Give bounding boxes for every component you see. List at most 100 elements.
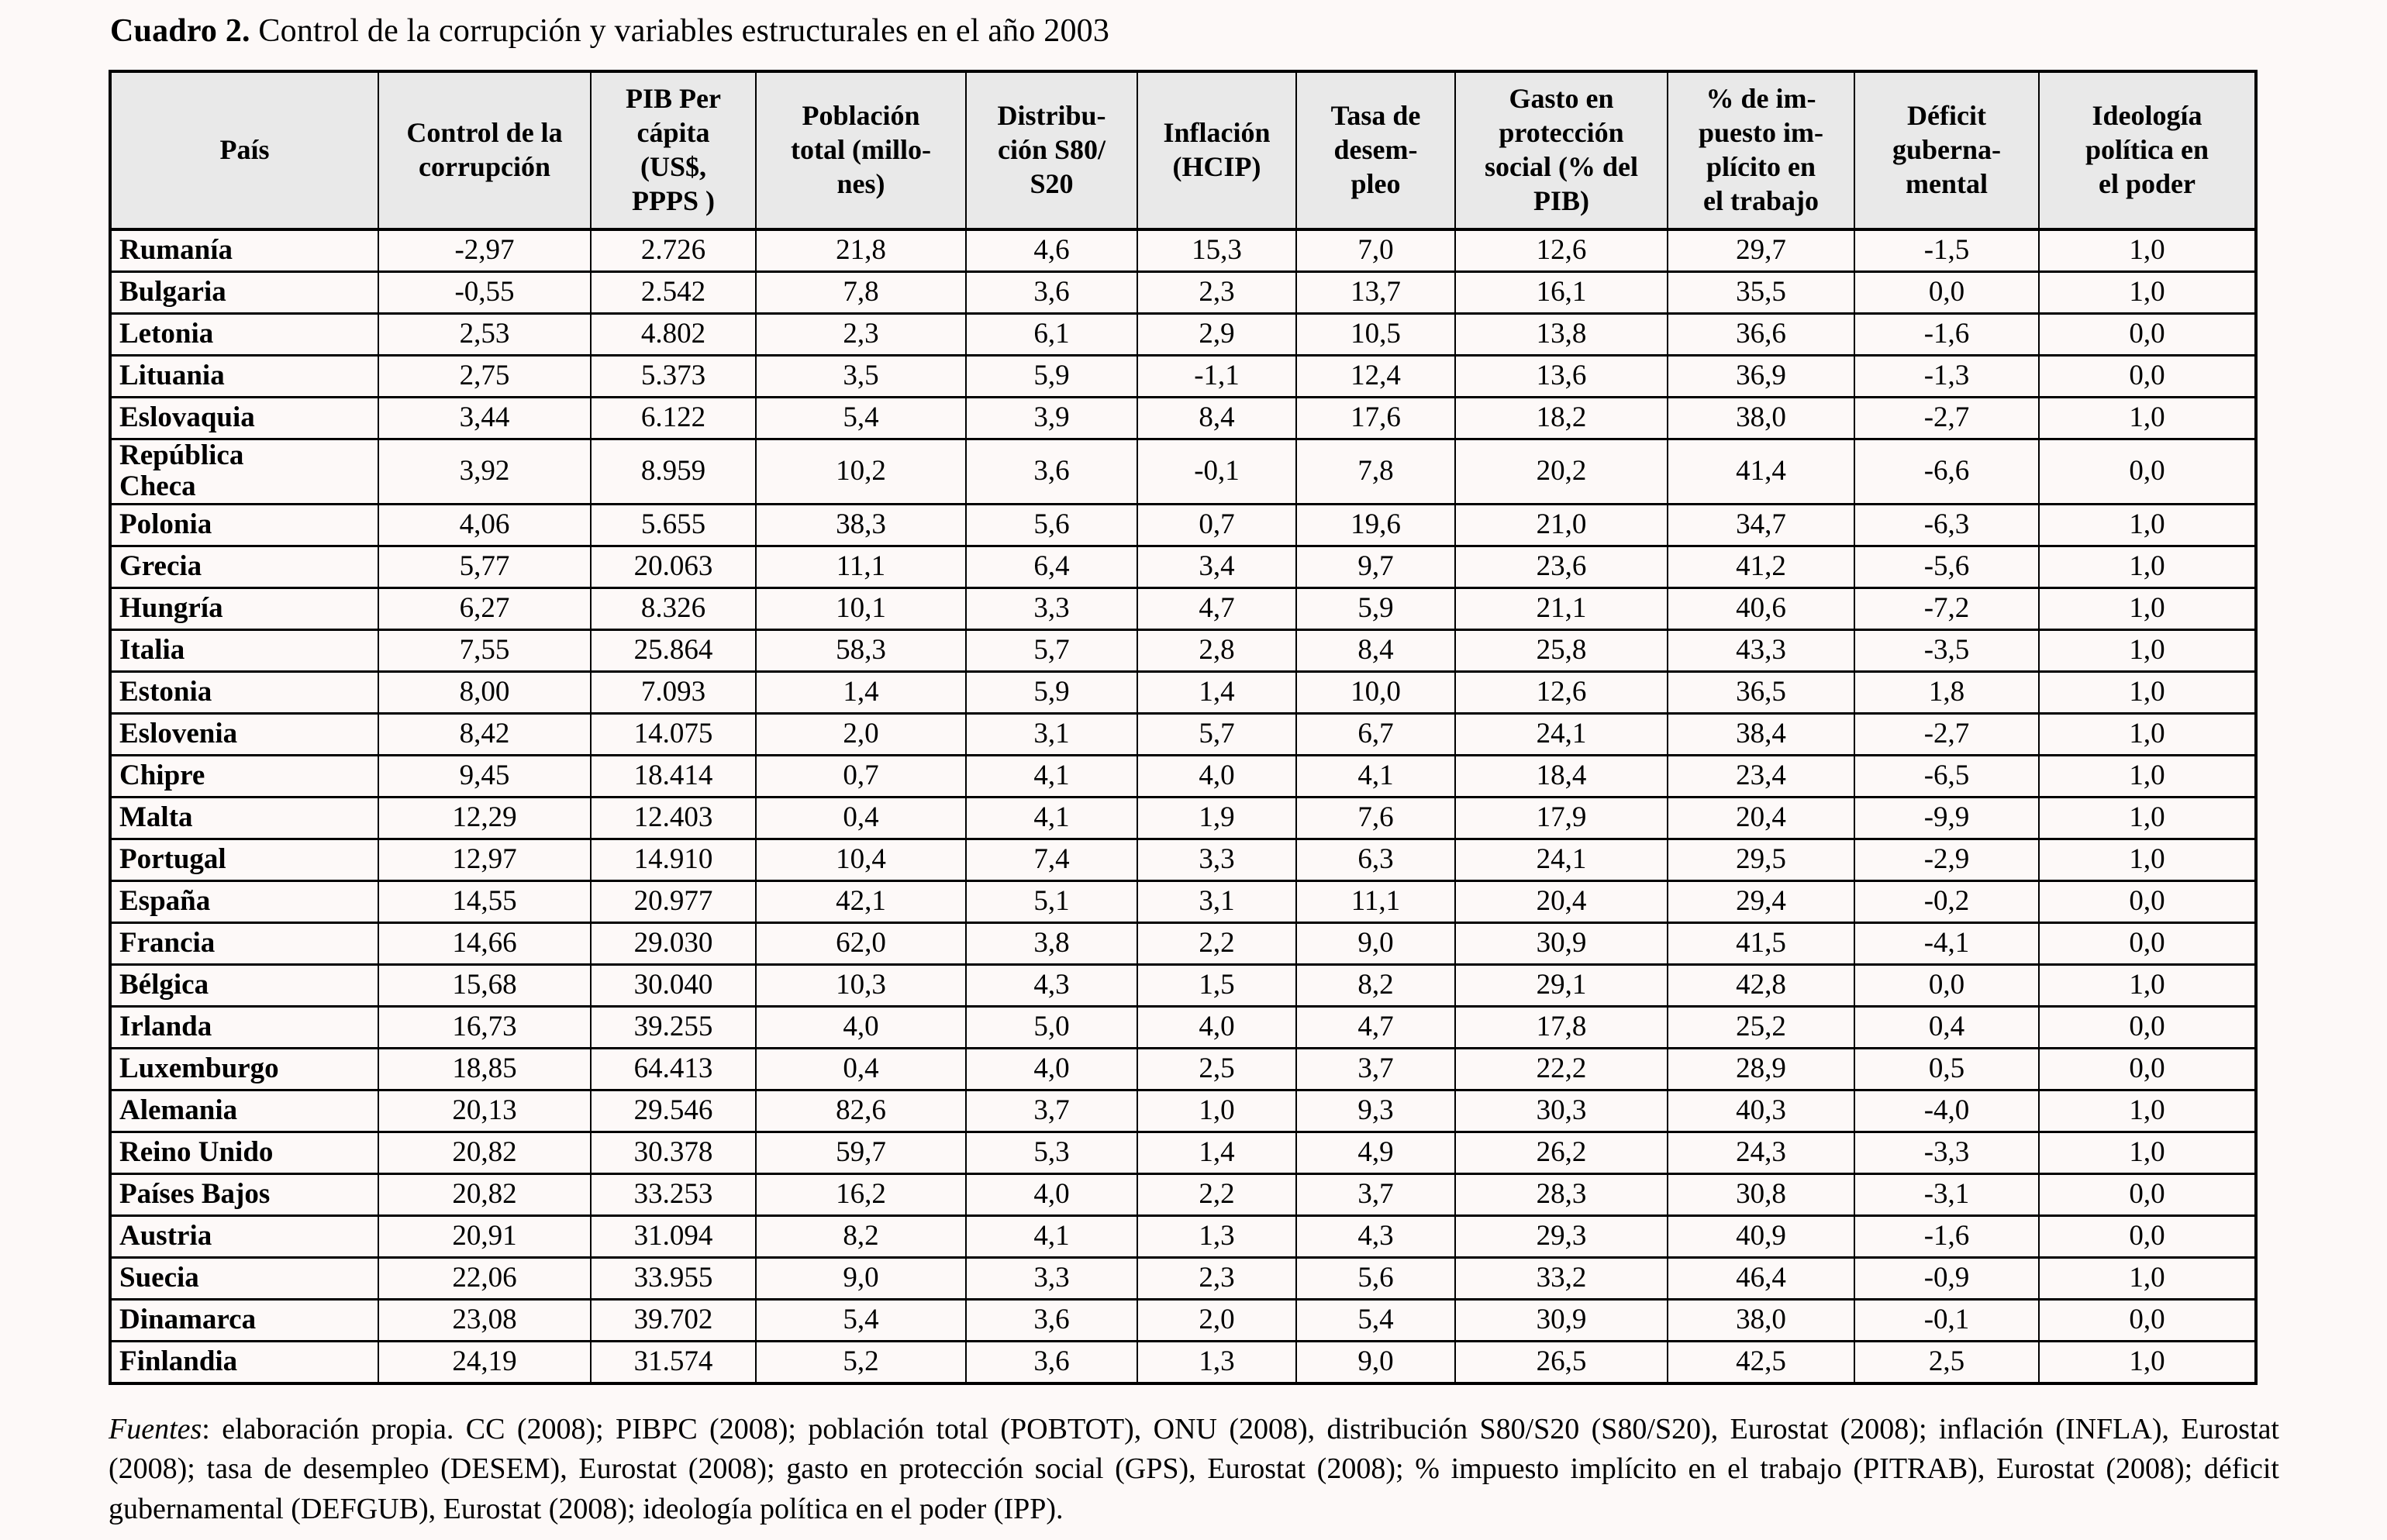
value-cell: 1,0 xyxy=(2038,712,2257,756)
country-cell: Luxemburgo xyxy=(109,1047,379,1091)
value-cell: 2.542 xyxy=(590,270,757,315)
table-row: España 14,55 20.977 42,1 5,1 3,1 11,1 20,4 29,4-… xyxy=(109,880,2257,924)
country-cell: Austria xyxy=(109,1214,379,1259)
value-cell: 4,1 xyxy=(965,754,1138,798)
value-cell: 31.574 xyxy=(590,1340,757,1385)
value-cell: 39.255 xyxy=(590,1005,757,1049)
value-cell: 30.040 xyxy=(590,963,757,1008)
table-row: Dinamarca 23,08 39.702 5,4 3,6 2,0 5,4 30,9 38,0… xyxy=(109,1298,2257,1342)
value-cell: 0,7 xyxy=(755,754,967,798)
value-cell: 2,5 xyxy=(1137,1047,1297,1091)
table-row: Finlandia 24,19 31.574 5,2 3,6 1,3 9,0 26,5 42,5… xyxy=(109,1340,2257,1385)
value-cell: 8,2 xyxy=(1295,963,1456,1008)
value-cell: 18,2 xyxy=(1454,395,1668,440)
value-cell: 20,82 xyxy=(378,1173,592,1217)
table-row: Estonia 8,00 7.093 1,4 5,9 1,4 10,0 12,6 36,5 1,8… xyxy=(109,670,2257,715)
header-row: País Control de la corrupción PIB Per cá… xyxy=(109,71,2257,231)
value-cell: 17,6 xyxy=(1295,395,1456,440)
value-cell: 38,0 xyxy=(1667,395,1855,440)
value-cell: 1,0 xyxy=(2038,545,2257,589)
value-cell: 3,3 xyxy=(1137,838,1297,882)
value-cell: 1,0 xyxy=(2038,1256,2257,1301)
value-cell: 41,5 xyxy=(1667,922,1855,966)
value-cell: 4,6 xyxy=(965,228,1138,273)
country-cell: Francia xyxy=(109,922,379,966)
table-row: Hungría 6,27 8.326 10,1 3,3 4,7 5,9 21,1 40,6 -7,… xyxy=(109,587,2257,631)
value-cell: 1,4 xyxy=(1137,1131,1297,1175)
value-cell: 2,75 xyxy=(378,353,592,398)
col-header-pib: PIB Per cápita (US$, PPPS ) xyxy=(590,71,757,231)
value-cell: 16,1 xyxy=(1454,270,1668,315)
value-cell: -2,7 xyxy=(1854,712,2040,756)
value-cell: 21,8 xyxy=(755,228,967,273)
table-row: Rumanía -2,97 2.726 21,8 4,6 15,3 7,0 12,6 29,7-… xyxy=(109,228,2257,273)
table-row: Bélgica 15,68 30.040 10,3 4,3 1,5 8,2 29,1 42,8 0… xyxy=(109,963,2257,1008)
value-cell: 0,0 xyxy=(2038,1173,2257,1217)
value-cell: 2,3 xyxy=(1137,270,1297,315)
country-cell: Irlanda xyxy=(109,1005,379,1049)
value-cell: 4,3 xyxy=(1295,1214,1456,1259)
value-cell: 8,00 xyxy=(378,670,592,715)
value-cell: 3,6 xyxy=(965,1298,1138,1342)
value-cell: 18,85 xyxy=(378,1047,592,1091)
value-cell: 18,4 xyxy=(1454,754,1668,798)
value-cell: 35,5 xyxy=(1667,270,1855,315)
value-cell: 26,5 xyxy=(1454,1340,1668,1385)
country-cell: República Checa xyxy=(109,437,379,506)
value-cell: 5,3 xyxy=(965,1131,1138,1175)
value-cell: 29.030 xyxy=(590,922,757,966)
country-cell: Polonia xyxy=(109,503,379,547)
value-cell: 0,4 xyxy=(1854,1005,2040,1049)
value-cell: -0,9 xyxy=(1854,1256,2040,1301)
value-cell: -0,55 xyxy=(378,270,592,315)
value-cell: 4,0 xyxy=(1137,1005,1297,1049)
value-cell: 1,0 xyxy=(2038,587,2257,631)
value-cell: 10,5 xyxy=(1295,312,1456,357)
country-cell: Finlandia xyxy=(109,1340,379,1385)
value-cell: 4,0 xyxy=(965,1173,1138,1217)
value-cell: 8.326 xyxy=(590,587,757,631)
value-cell: 23,08 xyxy=(378,1298,592,1342)
value-cell: 1,0 xyxy=(2038,1089,2257,1133)
value-cell: 0,0 xyxy=(2038,1298,2257,1342)
value-cell: 0,0 xyxy=(2038,880,2257,924)
value-cell: 12,97 xyxy=(378,838,592,882)
value-cell: 1,0 xyxy=(2038,228,2257,273)
value-cell: 20,4 xyxy=(1454,880,1668,924)
value-cell: 0,0 xyxy=(1854,270,2040,315)
value-cell: 1,0 xyxy=(2038,270,2257,315)
value-cell: 9,7 xyxy=(1295,545,1456,589)
value-cell: 7,0 xyxy=(1295,228,1456,273)
value-cell: 0,0 xyxy=(2038,1047,2257,1091)
value-cell: 8,2 xyxy=(755,1214,967,1259)
value-cell: 0,0 xyxy=(2038,353,2257,398)
table-row: Austria 20,91 31.094 8,2 4,1 1,3 4,3 29,3 40,9 -1… xyxy=(109,1214,2257,1259)
value-cell: 30,9 xyxy=(1454,922,1668,966)
value-cell: 33,2 xyxy=(1454,1256,1668,1301)
table-row: Eslovaquia 3,44 6.122 5,4 3,9 8,4 17,6 18,2 38,0… xyxy=(109,395,2257,440)
value-cell: 3,6 xyxy=(965,437,1138,506)
value-cell: 6,3 xyxy=(1295,838,1456,882)
country-cell: Lituania xyxy=(109,353,379,398)
value-cell: 14.910 xyxy=(590,838,757,882)
table-row: Italia 7,55 25.864 58,3 5,7 2,8 8,4 25,8 43,3 -3,… xyxy=(109,629,2257,673)
country-cell: Portugal xyxy=(109,838,379,882)
value-cell: 14.075 xyxy=(590,712,757,756)
value-cell: 0,4 xyxy=(755,1047,967,1091)
col-header-inflacion: Inflación (HCIP) xyxy=(1137,71,1297,231)
value-cell: 3,1 xyxy=(1137,880,1297,924)
value-cell: 20,82 xyxy=(378,1131,592,1175)
col-header-impuesto: % de im- puesto im- plícito en el trabaj… xyxy=(1667,71,1855,231)
value-cell: -6,6 xyxy=(1854,437,2040,506)
value-cell: 9,0 xyxy=(755,1256,967,1301)
col-header-distribucion: Distribu- ción S80/ S20 xyxy=(965,71,1138,231)
table-row: Reino Unido 20,82 30.378 59,7 5,3 1,4 4,9 26,2 2… xyxy=(109,1131,2257,1175)
value-cell: 29,4 xyxy=(1667,880,1855,924)
value-cell: 17,9 xyxy=(1454,796,1668,840)
value-cell: 12.403 xyxy=(590,796,757,840)
value-cell: 3,5 xyxy=(755,353,967,398)
value-cell: 20,4 xyxy=(1667,796,1855,840)
value-cell: 36,5 xyxy=(1667,670,1855,715)
value-cell: 42,5 xyxy=(1667,1340,1855,1385)
value-cell: 13,8 xyxy=(1454,312,1668,357)
